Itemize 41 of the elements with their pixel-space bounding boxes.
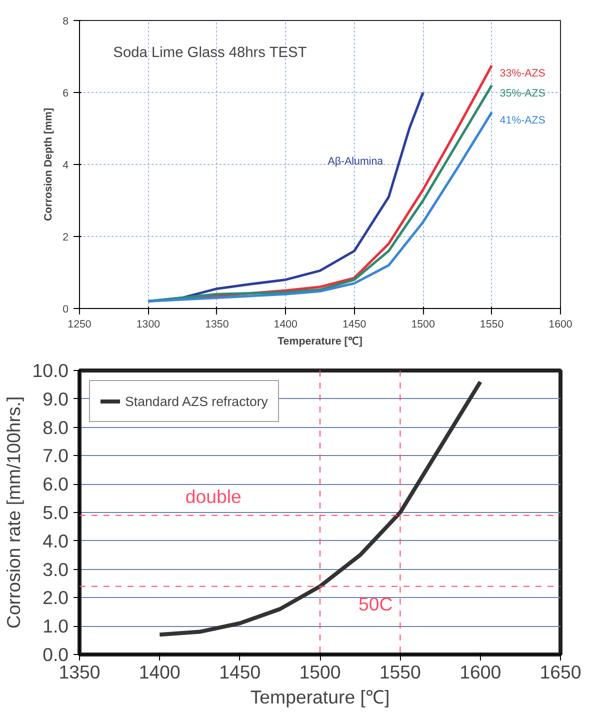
- y-tick-label: 9.0: [42, 388, 69, 410]
- x-tick-label: 1250: [68, 318, 92, 330]
- text: Soda Lime Glass 48hrs TEST: [113, 44, 307, 61]
- x-tick-label: 1650: [540, 662, 582, 682]
- y-tick-label: 3.0: [42, 558, 69, 580]
- x-tick-label: 1450: [342, 318, 366, 330]
- x-tick-label: 1600: [548, 318, 572, 330]
- y-tick-label: 4: [62, 160, 69, 172]
- annotation: double: [185, 486, 242, 507]
- x-tick-label: 1400: [138, 662, 180, 682]
- y-tick-label: 8: [62, 16, 69, 28]
- y-tick-label: 8.0: [42, 416, 69, 438]
- y-axis-title: Corrosion Depth [mm]: [42, 108, 55, 222]
- series-label: 35%-AZS: [500, 87, 546, 100]
- y-tick-label: 6.0: [42, 474, 69, 495]
- y-tick-label: 6: [62, 88, 69, 100]
- x-tick-label: 1500: [411, 318, 435, 330]
- y-tick-label: 2: [62, 232, 69, 244]
- x-tick-label: 1300: [136, 318, 160, 330]
- y-tick-label: 2.0: [42, 587, 69, 608]
- annotation: 50C: [358, 594, 393, 615]
- x-tick-label: 1550: [480, 318, 504, 330]
- series-label: 33%-AZS: [500, 68, 546, 80]
- y-tick-label: 5.0: [42, 502, 69, 523]
- x-tick-label: 1500: [299, 662, 341, 682]
- y-tick-label: 7.0: [42, 445, 69, 466]
- x-tick-label: 1550: [379, 662, 421, 682]
- y-tick-label: 0: [62, 304, 69, 316]
- series-label: Aβ-Alumina: [328, 156, 384, 168]
- x-tick-label: 1450: [219, 662, 261, 682]
- x-tick-label: 1350: [205, 318, 229, 330]
- x-tick-label: 1400: [274, 318, 298, 330]
- y-tick-label: 1.0: [42, 616, 69, 637]
- x-tick-label: 1600: [460, 662, 502, 682]
- y-axis-title: Corrosion rate [mm/100hrs.]: [3, 396, 24, 629]
- x-axis-title: Temperature [℃]: [278, 336, 362, 348]
- series-label: 41%-AZS: [500, 114, 546, 126]
- y-tick-label: 4.0: [42, 530, 69, 552]
- legend-label: Standard AZS refractory: [125, 394, 268, 408]
- y-tick-label: 10.0: [32, 360, 68, 381]
- x-axis-title: Temperature [℃]: [250, 686, 390, 708]
